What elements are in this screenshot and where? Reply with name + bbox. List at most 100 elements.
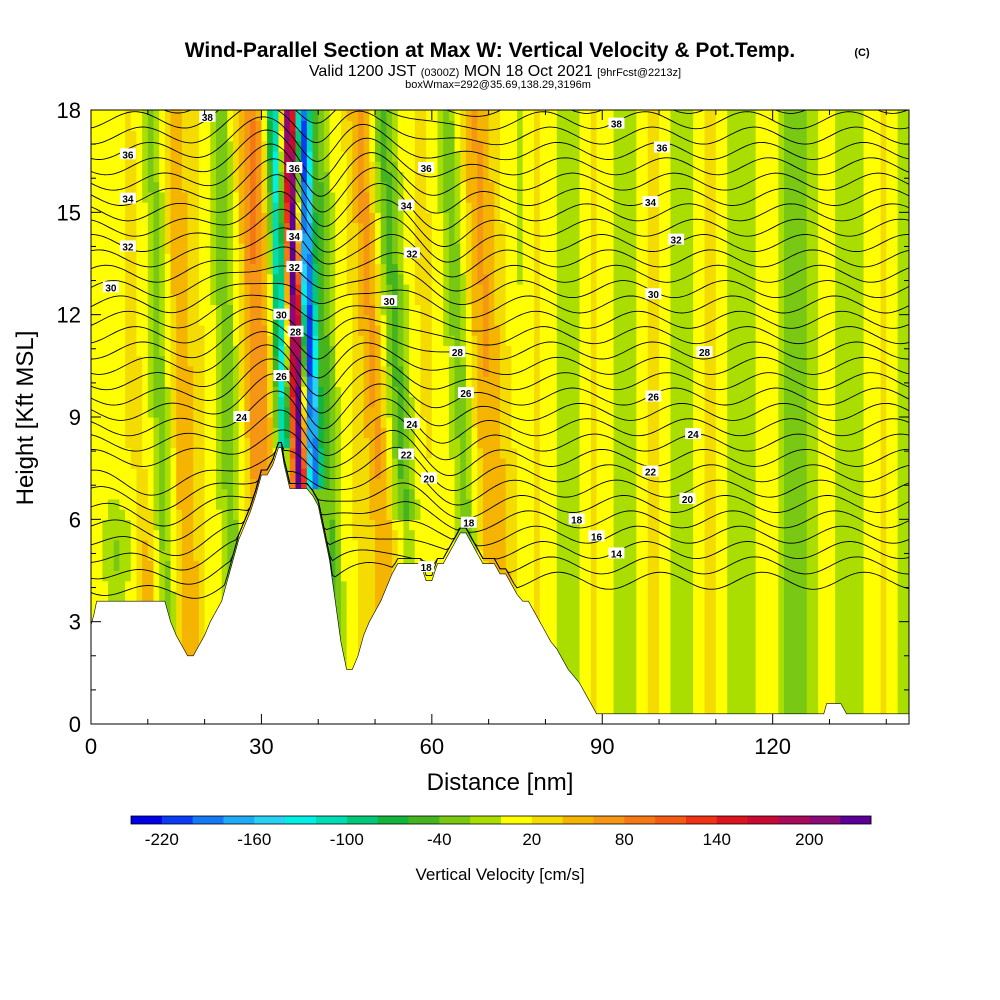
w-cell — [153, 417, 160, 531]
w-cell — [329, 345, 336, 520]
w-cell — [295, 294, 302, 316]
w-cell — [301, 345, 308, 367]
contour-label: 34 — [119, 192, 136, 206]
colorbar-swatch — [840, 816, 872, 824]
w-cell — [511, 447, 518, 684]
contour-label-text: 34 — [401, 202, 413, 213]
w-cell — [607, 110, 615, 724]
colorbar: -220 -160 -100 -40 20 80 140 200 — [130, 815, 872, 849]
w-cell — [386, 417, 393, 469]
contour-label: 34 — [398, 199, 415, 213]
w-cell — [278, 171, 285, 193]
w-cell — [602, 110, 609, 724]
w-cell — [454, 437, 461, 561]
w-cell — [153, 181, 160, 418]
w-cell — [284, 110, 291, 142]
w-cell — [386, 283, 393, 367]
w-cell — [125, 519, 132, 582]
w-cell — [289, 130, 297, 152]
contour-label-text: 32 — [406, 249, 418, 260]
w-cell — [891, 110, 899, 724]
w-cell — [380, 314, 387, 367]
plot-area: 3836343230243634323028263634323028262422… — [91, 110, 909, 724]
w-cell — [409, 488, 416, 520]
theta-contour — [91, 331, 909, 379]
w-cell — [585, 110, 592, 724]
colorbar-tick-label: 80 — [615, 830, 634, 849]
w-cell — [517, 110, 524, 285]
w-cell — [460, 181, 467, 275]
w-cell — [233, 345, 240, 520]
w-cell — [386, 110, 393, 172]
w-cell — [500, 110, 507, 224]
w-cell — [386, 468, 393, 520]
theta-contour — [91, 442, 909, 527]
colorbar-tick-label: 140 — [703, 830, 731, 849]
w-cell — [267, 161, 274, 193]
w-cell — [403, 488, 410, 520]
w-cell — [284, 243, 291, 265]
w-cell — [142, 110, 149, 203]
w-cell — [488, 181, 495, 664]
contour-label-bg — [119, 192, 136, 204]
w-cell — [534, 110, 541, 724]
w-cell — [596, 110, 603, 724]
contour-label-bg — [420, 472, 437, 484]
w-cell — [573, 110, 581, 724]
w-cell — [210, 110, 217, 306]
w-cell — [346, 294, 353, 724]
w-cell — [761, 110, 768, 724]
w-cell — [102, 110, 109, 520]
w-cell — [409, 396, 416, 490]
theta-contour — [91, 442, 909, 557]
w-cell — [375, 417, 382, 479]
w-cell — [619, 110, 626, 724]
contour-label-bg — [685, 428, 702, 440]
theta-contour — [91, 208, 909, 263]
w-cell — [295, 130, 302, 142]
w-cell — [454, 110, 461, 152]
w-cell — [579, 110, 586, 724]
contour-label-text: 18 — [421, 563, 433, 574]
w-cell — [505, 345, 512, 572]
w-cell — [295, 273, 302, 285]
contour-label: 24 — [685, 428, 702, 441]
w-cell — [505, 110, 512, 346]
w-cell — [272, 110, 280, 152]
w-cell — [392, 161, 399, 265]
colorbar-swatch — [716, 816, 749, 824]
theta-contour — [91, 358, 909, 414]
w-cell — [789, 110, 796, 724]
w-cell — [551, 110, 558, 724]
theta-contour — [91, 282, 909, 319]
x-tick-label: 90 — [590, 734, 614, 759]
w-cell — [147, 560, 155, 633]
contour-label-text: 30 — [648, 290, 660, 301]
contour-label-bg — [653, 141, 670, 153]
contour-label: 22 — [398, 448, 415, 462]
chart-title-unit: (C) — [854, 47, 870, 59]
w-cell — [301, 427, 308, 449]
w-cell — [267, 191, 274, 234]
w-cell — [375, 478, 382, 613]
contour-label: 14 — [608, 547, 625, 560]
terrain — [91, 447, 909, 724]
w-cell — [517, 283, 524, 724]
subtitle-valid: Valid 1200 JST — [309, 63, 417, 80]
contour-label-bg — [608, 117, 625, 129]
w-cell — [874, 110, 882, 724]
w-cell — [392, 519, 399, 531]
colorbar-tick-label: -220 — [145, 830, 179, 849]
w-cell — [250, 263, 257, 479]
w-cell — [801, 110, 808, 724]
w-cell — [494, 110, 501, 326]
contour-label-bg — [286, 260, 303, 272]
contour-label-bg — [568, 513, 585, 525]
contour-label-text: 14 — [611, 549, 623, 560]
w-cell — [176, 110, 183, 510]
contour-label-text: 36 — [289, 164, 301, 175]
w-cell — [488, 110, 495, 183]
w-cell — [471, 335, 478, 428]
w-cell — [301, 314, 308, 336]
w-cell — [267, 335, 274, 418]
